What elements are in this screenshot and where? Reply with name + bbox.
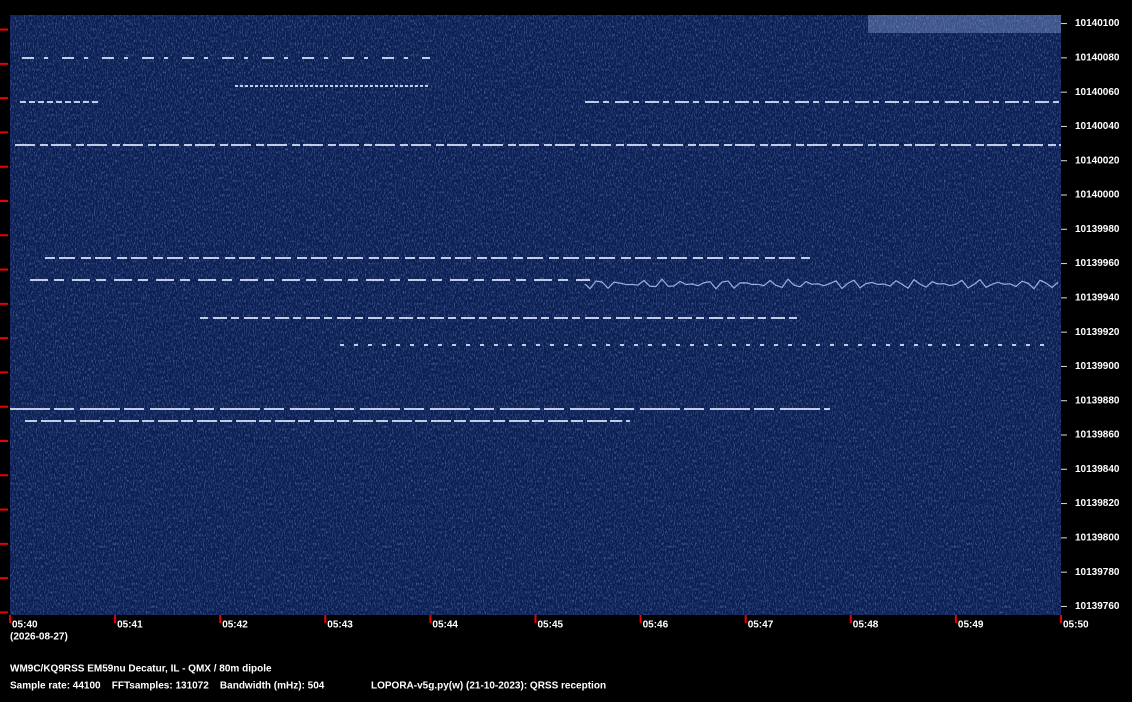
x-tick-label: 05:49 bbox=[958, 620, 984, 631]
x-tick-label: 05:41 bbox=[117, 620, 143, 631]
settings: Sample rate: 44100 FFTsamples: 131072 Ba… bbox=[10, 681, 325, 692]
y-tick-label: 10139840 bbox=[1075, 464, 1120, 475]
y-tick-label: 10139760 bbox=[1075, 601, 1120, 612]
date: (2026-08-27) bbox=[10, 632, 68, 643]
software: LOPORA-v5g.py(w) (21-10-2023): QRSS rece… bbox=[371, 681, 606, 692]
y-tick-label: 10139980 bbox=[1075, 224, 1120, 235]
x-tick-label: 05:45 bbox=[538, 620, 564, 631]
y-tick-label: 10140040 bbox=[1075, 121, 1120, 132]
y-tick-label: 10139920 bbox=[1075, 327, 1120, 338]
x-tick-label: 05:46 bbox=[643, 620, 669, 631]
y-tick-label: 10139860 bbox=[1075, 430, 1120, 441]
y-tick-label: 10140060 bbox=[1075, 87, 1120, 98]
y-tick-label: 10140000 bbox=[1075, 190, 1120, 201]
y-tick-label: 10140080 bbox=[1075, 52, 1120, 63]
signals bbox=[10, 15, 1061, 422]
x-tick-label: 05:43 bbox=[327, 620, 353, 631]
x-tick-label: 05:48 bbox=[853, 620, 879, 631]
y-tick-label: 10140100 bbox=[1075, 18, 1120, 29]
y-tick-label: 10139800 bbox=[1075, 532, 1120, 543]
x-tick-label: 05:40 bbox=[12, 620, 38, 631]
y-tick-label: 10139900 bbox=[1075, 361, 1120, 372]
signal-wiggle bbox=[584, 278, 1059, 290]
y-tick-label: 10140020 bbox=[1075, 155, 1120, 166]
y-tick-label: 10139940 bbox=[1075, 292, 1120, 303]
x-tick-label: 05:47 bbox=[748, 620, 774, 631]
station: WM9C/KQ9RSS EM59nu Decatur, IL - QMX / 8… bbox=[10, 664, 272, 675]
y-tick-label: 10139960 bbox=[1075, 258, 1120, 269]
x-tick-label: 05:42 bbox=[222, 620, 248, 631]
x-tick-label: 05:44 bbox=[432, 620, 458, 631]
noise bbox=[10, 15, 1061, 615]
y-tick-label: 10139880 bbox=[1075, 395, 1120, 406]
y-tick-label: 10139780 bbox=[1075, 567, 1120, 578]
y-tick-label: 10139820 bbox=[1075, 498, 1120, 509]
x-tick-label: 05:50 bbox=[1063, 620, 1089, 631]
signal-burst bbox=[868, 15, 1061, 33]
